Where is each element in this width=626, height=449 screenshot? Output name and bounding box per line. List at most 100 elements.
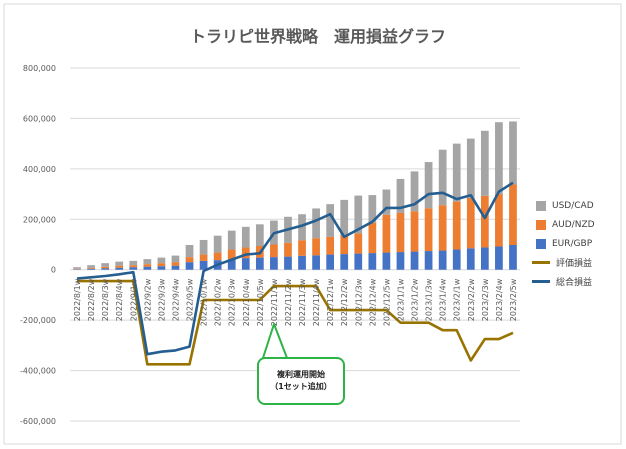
bar-usdcad — [157, 257, 166, 264]
bar-usdcad — [87, 265, 95, 268]
annotation-callout: 複利運用開始 （1セット追加） — [257, 357, 345, 405]
bar-audnzd — [199, 254, 208, 261]
bar-eurgbp — [255, 257, 264, 270]
bar-audnzd — [270, 244, 278, 258]
x-tick-label: 2022/10/1w — [200, 278, 209, 326]
bar-audnzd — [284, 242, 292, 257]
bar-eurgbp — [509, 245, 517, 270]
bar-audnzd — [466, 197, 475, 249]
bar-eurgbp — [143, 266, 152, 270]
bar-audnzd — [87, 267, 95, 269]
bar-usdcad — [340, 199, 349, 236]
bar-audnzd — [73, 268, 81, 270]
x-tick-label: 2022/12/4w — [368, 278, 377, 326]
y-tick-label: -400,000 — [20, 367, 56, 376]
x-tick-label: 2022/8/3w — [101, 278, 110, 321]
bar-usdcad — [509, 121, 517, 185]
bar-eurgbp — [284, 256, 292, 270]
x-tick-label: 2023/2/4w — [495, 278, 504, 321]
x-tick-label: 2022/11/2w — [284, 278, 293, 326]
legend-swatch — [536, 238, 546, 249]
bar-usdcad — [396, 178, 405, 213]
bar-usdcad — [199, 239, 208, 255]
x-tick-label: 2022/12/1w — [326, 278, 335, 326]
bar-usdcad — [480, 130, 489, 196]
bar-audnzd — [382, 214, 391, 253]
bar-usdcad — [241, 226, 250, 248]
bar-usdcad — [410, 171, 419, 212]
bar-eurgbp — [340, 254, 349, 270]
x-tick-label: 2022/10/5w — [256, 278, 265, 326]
x-tick-label: 2022/8/1w — [73, 278, 82, 321]
bar-usdcad — [424, 162, 433, 209]
bar-eurgbp — [466, 248, 475, 270]
lines — [76, 181, 514, 366]
x-tick-label: 2022/11/1w — [270, 278, 279, 326]
y-tick-label: 800,000 — [23, 64, 56, 73]
y-tick-label: 200,000 — [23, 215, 56, 224]
x-tick-label: 2023/1/1w — [396, 278, 405, 321]
x-tick-label: 2022/10/4w — [242, 278, 251, 326]
bar-usdcad — [255, 224, 264, 247]
bar-eurgbp — [73, 269, 81, 270]
legend-item-audnzd: AUD/NZD — [536, 215, 595, 234]
x-tick-label: 2022/10/2w — [214, 278, 223, 326]
bar-usdcad — [143, 259, 152, 265]
bar-usdcad — [185, 245, 194, 258]
bar-usdcad — [101, 263, 110, 267]
bar-usdcad — [354, 195, 363, 234]
y-tick-label: -600,000 — [20, 417, 56, 426]
y-tick-label: -200,000 — [20, 316, 56, 325]
x-tick-label: 2023/1/2w — [411, 278, 420, 321]
x-tick-label: 2022/9/5w — [186, 278, 195, 321]
bar-usdcad — [368, 195, 377, 223]
bar-eurgbp — [438, 250, 447, 270]
bar-usdcad — [312, 208, 320, 239]
bar-eurgbp — [424, 251, 433, 270]
bar-usdcad — [129, 260, 138, 266]
x-tick-label: 2022/9/2w — [143, 278, 152, 321]
bar-audnzd — [340, 235, 349, 255]
line-series — [77, 279, 514, 366]
x-tick-label: 2022/9/3w — [157, 278, 166, 321]
legend-label: USD/CAD — [552, 200, 594, 211]
legend-line — [532, 261, 550, 264]
bar-eurgbp — [227, 259, 236, 270]
legend-label: EUR/GBP — [552, 238, 593, 249]
bar-audnzd — [452, 201, 461, 250]
legend-item-sogo: 総合損益 — [532, 272, 595, 291]
bar-eurgbp — [326, 254, 335, 270]
legend-label: 評価損益 — [556, 259, 593, 269]
x-tick-label: 2023/2/1w — [453, 278, 462, 321]
x-tick-label: 2022/11/3w — [298, 278, 307, 326]
bar-usdcad — [438, 149, 447, 206]
bar-eurgbp — [480, 247, 489, 270]
x-tick-label: 2022/9/1w — [129, 278, 138, 321]
bar-audnzd — [185, 257, 194, 263]
bar-audnzd — [227, 249, 236, 260]
bar-eurgbp — [368, 253, 377, 270]
bar-audnzd — [171, 262, 180, 266]
y-tick-label: 400,000 — [23, 165, 56, 174]
x-tick-label: 2023/2/3w — [481, 278, 490, 321]
x-axis-tick-labels: 2022/8/1w 2022/8/2w 2022/8/3w 2022/8/4w 2022… — [73, 278, 518, 326]
x-tick-label: 2023/1/3w — [425, 278, 434, 321]
bar-usdcad — [115, 261, 124, 266]
x-tick-label: 2022/12/5w — [382, 278, 391, 326]
bar-eurgbp — [241, 258, 250, 270]
y-tick-label: 0 — [51, 266, 56, 275]
legend-label: 総合損益 — [556, 278, 593, 288]
bar-eurgbp — [312, 255, 320, 270]
bar-audnzd — [143, 264, 152, 267]
bar-usdcad — [171, 255, 180, 263]
bar-audnzd — [101, 266, 110, 269]
x-tick-label: 2023/2/5w — [509, 278, 518, 321]
bar-usdcad — [382, 189, 391, 215]
bar-eurgbp — [354, 253, 363, 270]
legend-item-usdcad: USD/CAD — [536, 196, 595, 215]
legend-item-eurgbp: EUR/GBP — [536, 234, 595, 253]
bar-usdcad — [227, 230, 236, 250]
bar-audnzd — [241, 247, 250, 259]
bar-eurgbp — [452, 249, 461, 270]
bar-audnzd — [495, 194, 503, 247]
